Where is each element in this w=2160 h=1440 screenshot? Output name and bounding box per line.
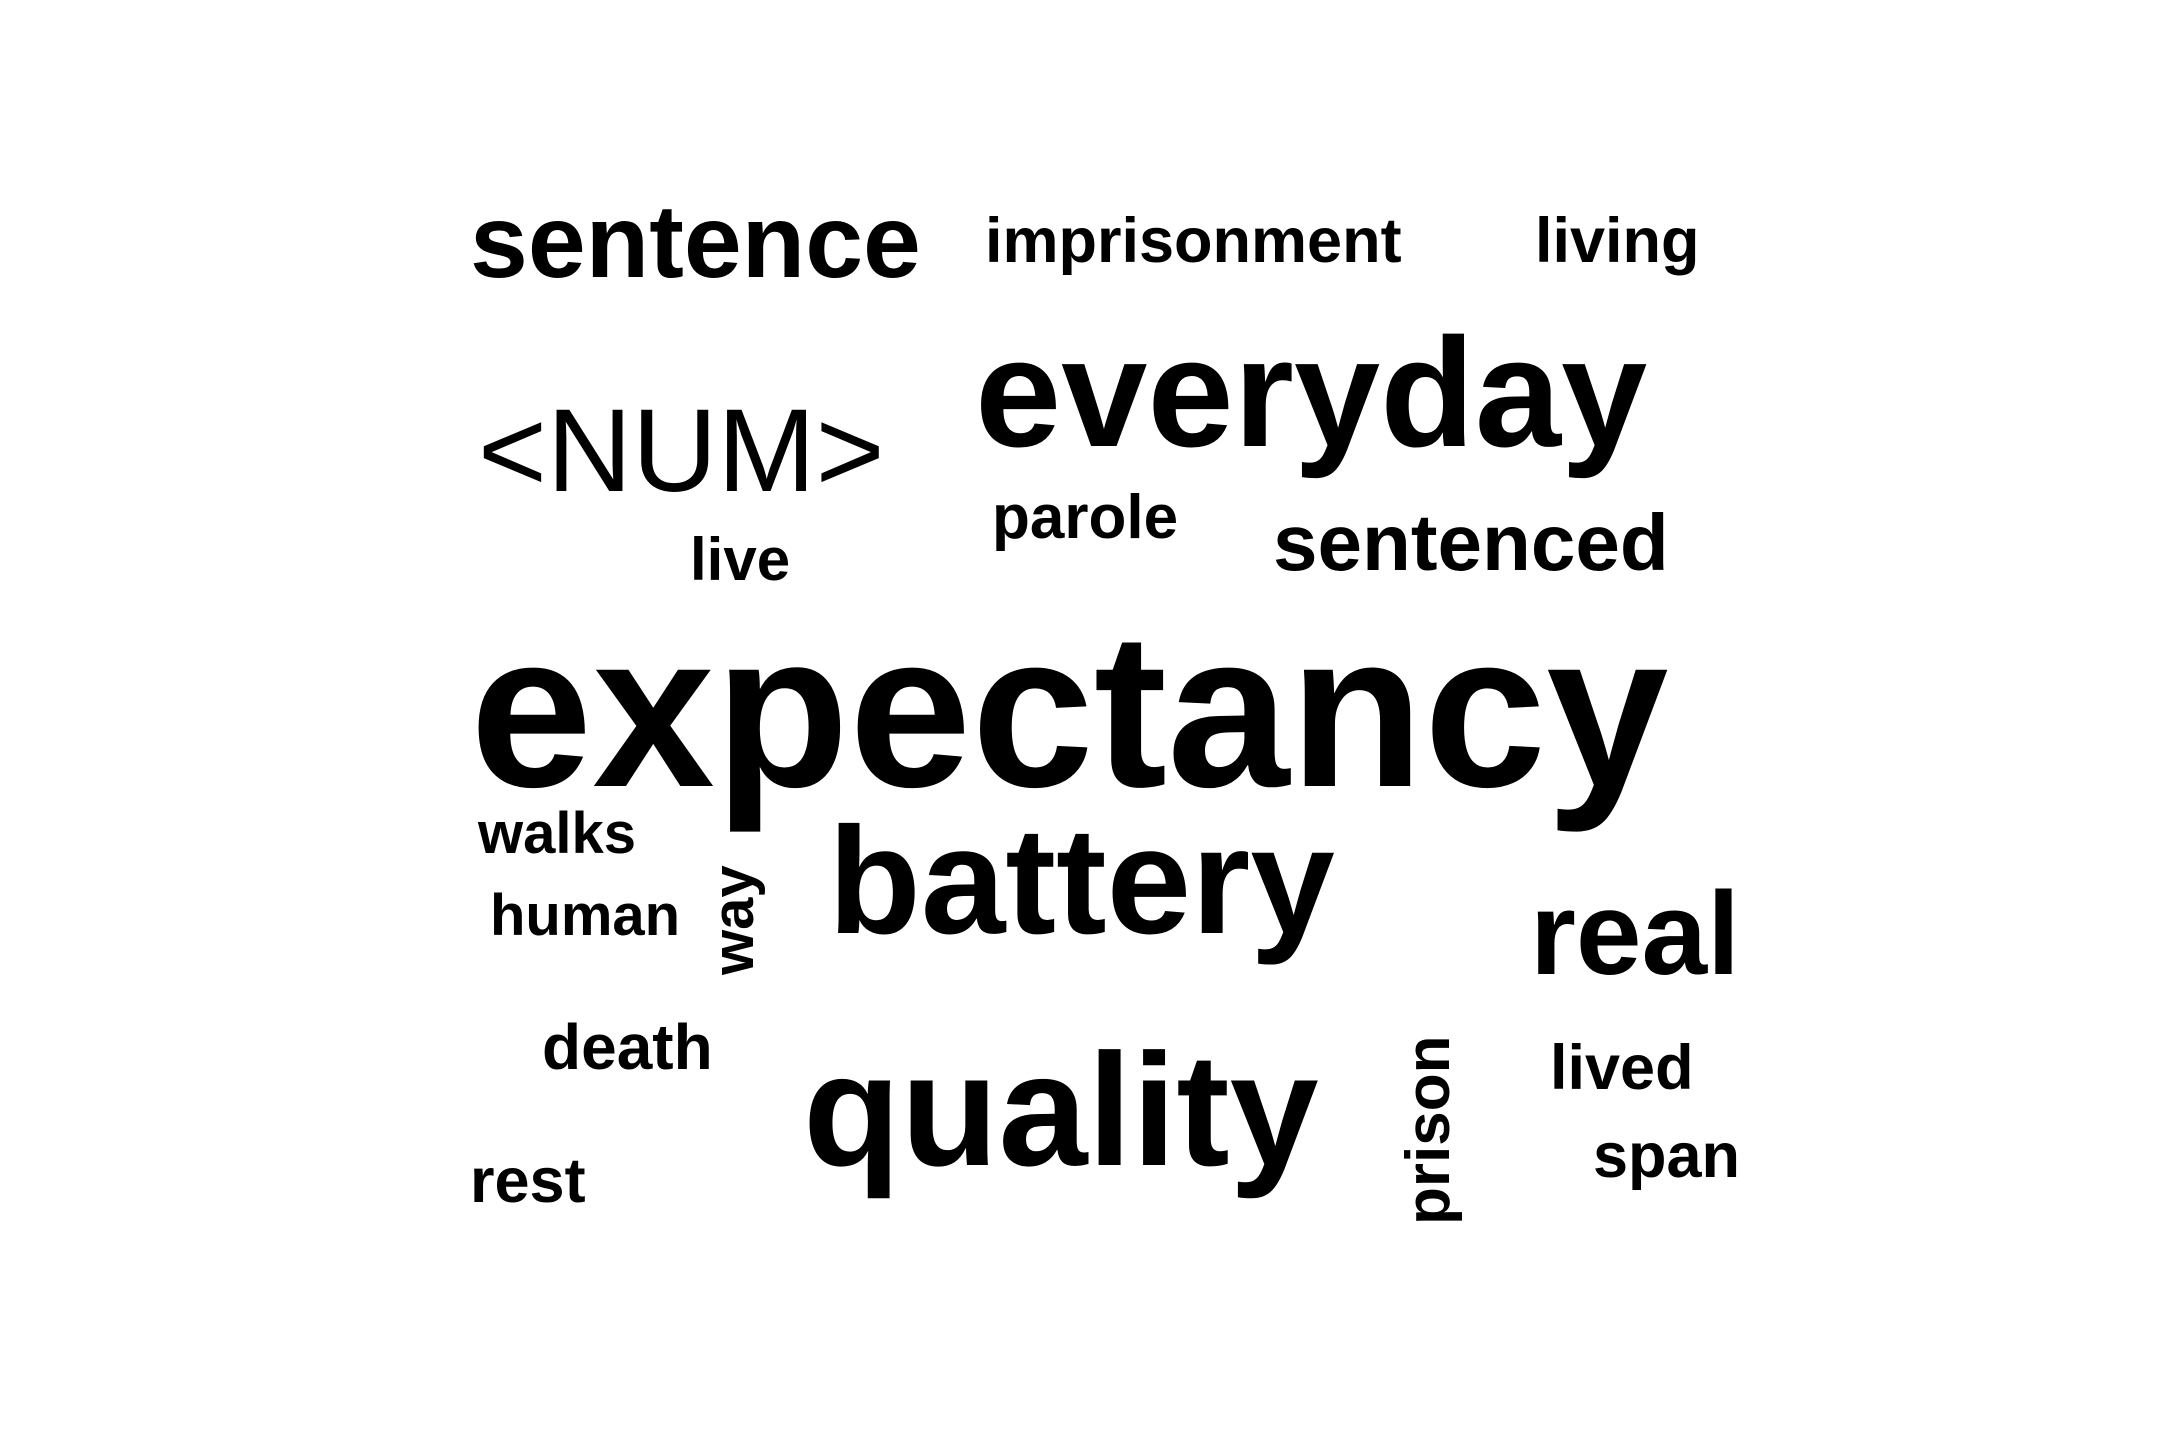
word-live: live xyxy=(690,526,791,593)
word-walks: walks xyxy=(478,801,636,866)
word-imprisonment: imprisonment xyxy=(985,206,1402,276)
word-parole: parole xyxy=(992,483,1179,552)
word-expectancy: expectancy xyxy=(470,587,1669,833)
word-way: way xyxy=(701,865,766,975)
word-rest: rest xyxy=(470,1146,586,1216)
word-quality: quality xyxy=(803,1020,1319,1199)
word-death: death xyxy=(542,1011,713,1083)
word-battery: battery xyxy=(828,796,1335,966)
word-everyday: everyday xyxy=(975,306,1648,479)
word-lived: lived xyxy=(1550,1033,1694,1103)
word-living: living xyxy=(1535,206,1700,276)
word-prison: prison xyxy=(1394,1035,1463,1225)
word-span: span xyxy=(1593,1121,1741,1191)
word-sentence: sentence xyxy=(470,184,921,300)
word-num: <NUM> xyxy=(478,385,885,517)
word-real: real xyxy=(1530,868,1740,1000)
word-human: human xyxy=(490,883,681,948)
word-sentenced: sentenced xyxy=(1273,498,1669,587)
